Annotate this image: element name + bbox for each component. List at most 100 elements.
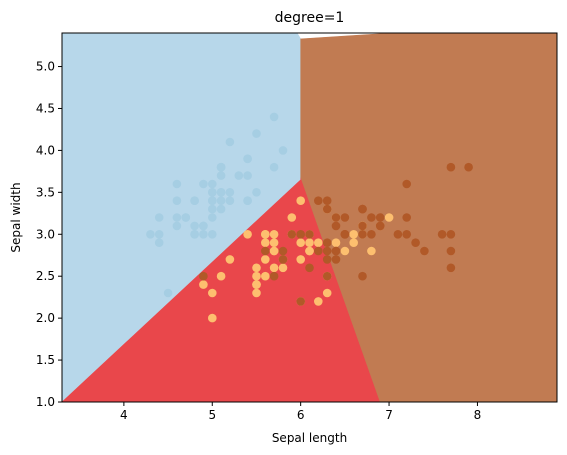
data-points bbox=[146, 112, 473, 323]
point-setosa bbox=[208, 213, 217, 222]
point-virginica bbox=[305, 230, 314, 239]
point-virginica bbox=[340, 213, 350, 222]
point-virginica bbox=[199, 271, 208, 281]
point-versicolor bbox=[208, 313, 217, 323]
point-virginica bbox=[322, 204, 332, 214]
point-virginica bbox=[367, 230, 376, 239]
point-virginica bbox=[314, 196, 323, 205]
point-setosa bbox=[216, 171, 226, 180]
x-axis-label: Sepal length bbox=[272, 431, 347, 445]
point-setosa bbox=[225, 137, 235, 147]
point-virginica bbox=[340, 230, 350, 239]
point-setosa bbox=[269, 112, 279, 122]
y-tick-label: 1.5 bbox=[36, 353, 55, 367]
point-setosa bbox=[225, 196, 235, 205]
point-virginica bbox=[411, 238, 420, 247]
y-tick-label: 2.5 bbox=[36, 269, 55, 283]
point-virginica bbox=[322, 255, 332, 264]
point-setosa bbox=[154, 238, 164, 247]
point-setosa bbox=[181, 213, 191, 222]
y-axis-label: Sepal width bbox=[9, 182, 23, 252]
point-virginica bbox=[446, 230, 456, 239]
point-setosa bbox=[172, 179, 182, 189]
point-versicolor bbox=[261, 255, 270, 264]
point-versicolor bbox=[269, 263, 279, 273]
point-virginica bbox=[464, 162, 473, 172]
point-virginica bbox=[402, 179, 412, 189]
point-virginica bbox=[402, 230, 412, 239]
point-setosa bbox=[243, 171, 252, 180]
point-versicolor bbox=[269, 238, 279, 247]
point-virginica bbox=[314, 246, 323, 256]
point-versicolor bbox=[252, 271, 261, 281]
point-virginica bbox=[269, 271, 279, 281]
point-setosa bbox=[190, 196, 199, 205]
point-setosa bbox=[278, 146, 288, 155]
plot-frame bbox=[61, 32, 558, 403]
point-versicolor bbox=[305, 238, 314, 247]
point-setosa bbox=[269, 162, 279, 172]
point-virginica bbox=[331, 213, 341, 222]
point-versicolor bbox=[340, 246, 350, 256]
point-virginica bbox=[402, 213, 412, 222]
point-versicolor bbox=[287, 213, 297, 222]
y-tick-label: 4.0 bbox=[36, 143, 55, 157]
point-versicolor bbox=[296, 196, 306, 205]
point-versicolor bbox=[296, 238, 306, 247]
point-versicolor bbox=[349, 238, 359, 247]
point-virginica bbox=[358, 221, 367, 231]
point-setosa bbox=[154, 213, 164, 222]
point-setosa bbox=[208, 204, 217, 214]
point-setosa bbox=[234, 171, 244, 180]
point-setosa bbox=[216, 188, 226, 197]
point-virginica bbox=[375, 221, 385, 231]
x-tick-label: 6 bbox=[297, 408, 305, 422]
point-versicolor bbox=[225, 255, 235, 264]
point-versicolor bbox=[252, 288, 261, 298]
chart-title: degree=1 bbox=[275, 10, 345, 26]
y-tick-label: 4.5 bbox=[36, 101, 55, 115]
point-virginica bbox=[305, 263, 314, 273]
point-versicolor bbox=[252, 280, 261, 289]
point-setosa bbox=[208, 179, 217, 189]
x-tick-label: 8 bbox=[474, 408, 482, 422]
point-setosa bbox=[243, 196, 252, 205]
point-virginica bbox=[446, 246, 456, 256]
point-virginica bbox=[278, 255, 288, 264]
point-virginica bbox=[331, 246, 341, 256]
point-versicolor bbox=[216, 271, 226, 281]
point-virginica bbox=[296, 230, 306, 239]
point-versicolor bbox=[269, 246, 279, 256]
point-setosa bbox=[225, 188, 235, 197]
point-versicolor bbox=[314, 238, 323, 247]
point-setosa bbox=[199, 230, 208, 239]
point-versicolor bbox=[305, 246, 314, 256]
x-axis-ticks: 4 5 6 7 8 bbox=[120, 402, 481, 422]
point-virginica bbox=[358, 230, 367, 239]
point-setosa bbox=[163, 288, 173, 298]
region-virginica bbox=[300, 33, 557, 402]
point-setosa bbox=[208, 196, 217, 205]
point-virginica bbox=[322, 238, 332, 247]
point-setosa bbox=[243, 154, 252, 164]
point-setosa bbox=[252, 188, 261, 197]
point-virginica bbox=[358, 204, 367, 214]
point-setosa bbox=[216, 162, 226, 172]
point-virginica bbox=[367, 213, 376, 222]
point-virginica bbox=[296, 297, 306, 306]
point-setosa bbox=[199, 179, 208, 189]
point-setosa bbox=[199, 221, 208, 231]
point-setosa bbox=[190, 221, 199, 231]
point-setosa bbox=[172, 213, 182, 222]
point-virginica bbox=[287, 230, 297, 239]
point-versicolor bbox=[296, 255, 306, 264]
point-versicolor bbox=[252, 263, 261, 273]
point-virginica bbox=[446, 162, 456, 172]
point-versicolor bbox=[384, 213, 394, 222]
point-virginica bbox=[331, 255, 341, 264]
point-virginica bbox=[420, 246, 429, 256]
point-setosa bbox=[252, 129, 261, 138]
point-setosa bbox=[216, 204, 226, 214]
point-versicolor bbox=[243, 230, 252, 239]
